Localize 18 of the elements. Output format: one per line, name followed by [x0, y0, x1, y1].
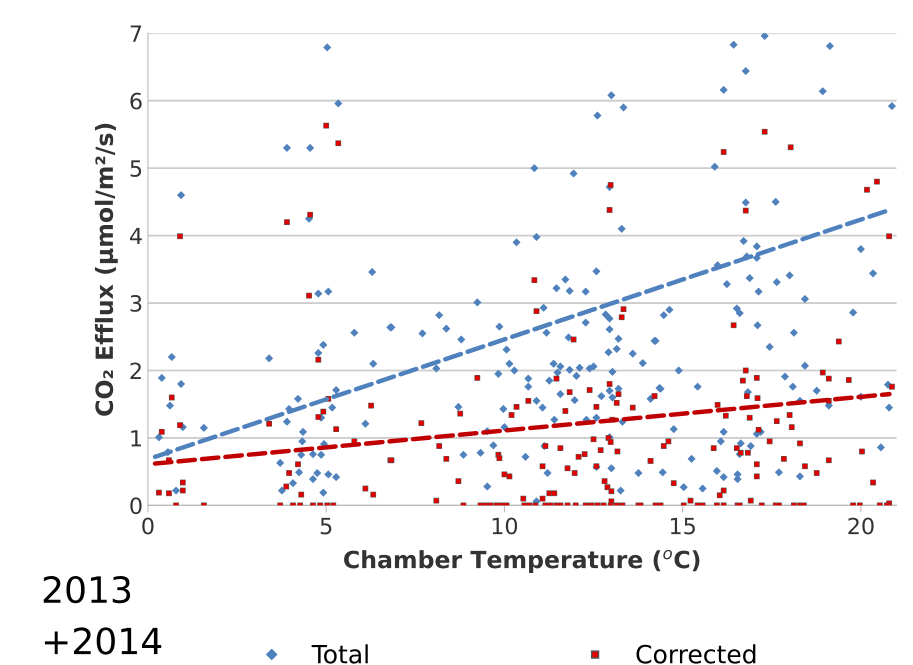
y-tick-label: 2 — [130, 362, 141, 379]
y-axis-title: CO₂ Efflux (µmol/m²/s) — [94, 124, 118, 416]
legend-label: Total — [312, 644, 368, 664]
legend-label: Corrected — [636, 644, 756, 664]
y-tick-label: 0 — [130, 497, 142, 514]
y-tick-label: 3 — [130, 295, 142, 312]
y-tick-label: 5 — [130, 160, 142, 177]
x-tick-label: 10 — [492, 518, 518, 534]
x-tick-label: 0 — [142, 518, 154, 534]
x-tick-label: 5 — [320, 518, 332, 534]
y-tick-label: 6 — [130, 92, 142, 110]
y-tick-label: 4 — [130, 228, 142, 244]
y-tick-label: 7 — [130, 25, 142, 42]
text: 2013 +2014 — [44, 576, 162, 655]
y-tick-label: 1 — [131, 430, 141, 446]
x-tick-label: 15 — [670, 518, 695, 534]
x-tick-label: 20 — [848, 518, 874, 534]
x-axis-title: Chamber Temperature ($^{o}$C) — [344, 550, 700, 574]
